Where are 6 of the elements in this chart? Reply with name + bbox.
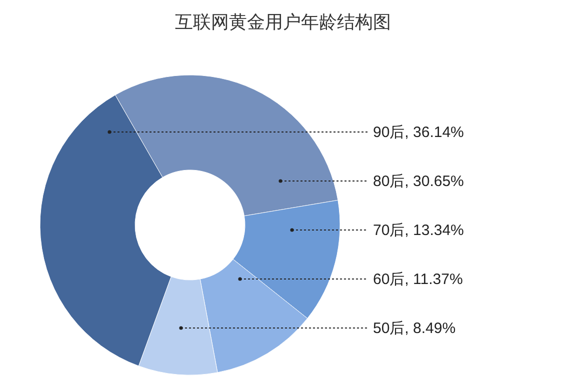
slice-label: 70后, 13.34% <box>373 222 464 239</box>
slice-label: 50后, 8.49% <box>373 320 456 337</box>
slice-label: 60后, 11.37% <box>373 271 463 288</box>
slice-label: 80后, 30.65% <box>373 173 464 190</box>
chart-title: 互联网黄金用户年龄结构图 <box>175 12 391 32</box>
slice-label: 90后, 36.14% <box>373 124 464 141</box>
